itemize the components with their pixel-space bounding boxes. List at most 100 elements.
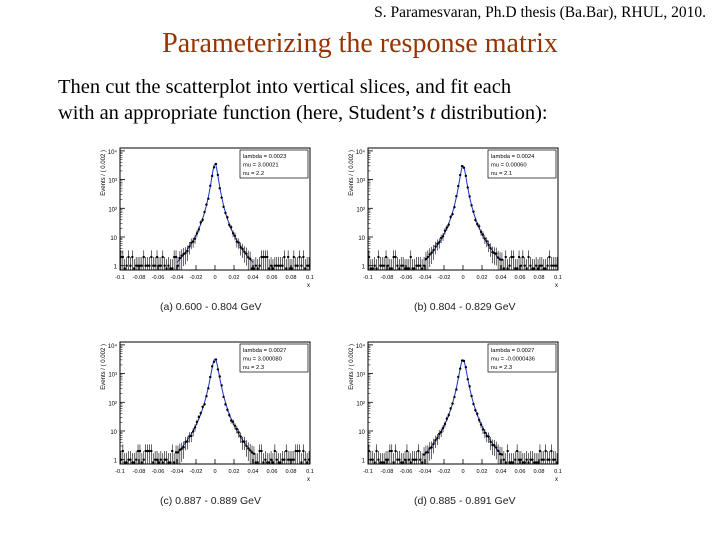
x-tick-label: -0.1 (363, 469, 373, 475)
data-point (377, 458, 380, 461)
data-point (367, 449, 371, 453)
data-point (550, 449, 553, 453)
data-point (523, 461, 526, 464)
data-point (123, 461, 126, 464)
data-point (474, 409, 477, 412)
data-point (131, 461, 134, 464)
y-tick-label: 10⁴ (108, 343, 118, 350)
data-point (197, 415, 201, 419)
data-point (544, 267, 547, 270)
data-point (248, 449, 252, 452)
data-point (464, 366, 468, 369)
data-point (288, 458, 292, 461)
plot-panel-c: 1 10 10² 10³ 10⁴ -0.1 -0.08 -0.06 -0.04 -0.02 0 0.0… (98, 336, 318, 506)
data-point (436, 437, 439, 440)
x-tick-label: 0.08 (534, 469, 545, 475)
intro-line-2b: distribution): (435, 102, 548, 124)
data-point (481, 233, 485, 236)
data-point (260, 255, 263, 259)
data-point (495, 252, 498, 255)
y-tick-label: 10 (358, 236, 365, 242)
data-point (254, 461, 258, 464)
data-point (258, 449, 261, 453)
data-point (203, 403, 206, 406)
data-point (153, 458, 157, 461)
data-point (134, 264, 138, 267)
x-tick-label: -0.06 (152, 469, 165, 475)
data-point (233, 234, 237, 237)
intro-t-symbol: t (429, 102, 436, 124)
data-point (491, 251, 494, 254)
data-point (546, 264, 549, 267)
data-point (419, 264, 422, 267)
data-point (517, 255, 521, 259)
data-point (275, 458, 278, 461)
data-point (464, 174, 468, 178)
data-point (307, 264, 311, 267)
data-point (178, 448, 182, 452)
y-tick-label: 10³ (356, 373, 365, 379)
y-axis-label: Events / ( 0.002 ) (101, 344, 107, 390)
x-tick-label: 0.02 (477, 469, 488, 475)
stats-box (239, 343, 309, 373)
data-point (470, 204, 473, 207)
data-point (390, 449, 393, 453)
plot-svg-d: 1 10 10² 10³ 10⁴ -0.1 -0.08 -0.06 -0.04 -0.02 0 0.0… (349, 341, 562, 483)
data-point (172, 255, 176, 259)
data-point (228, 223, 231, 227)
data-point (544, 449, 547, 453)
data-point (514, 458, 517, 461)
data-point (266, 461, 269, 464)
data-point (235, 427, 239, 431)
data-point (489, 440, 492, 443)
data-point (386, 264, 390, 267)
stats-line: lambda = 0.0027 (491, 348, 534, 354)
data-point (262, 255, 265, 259)
data-point (302, 255, 305, 259)
data-point (180, 254, 183, 257)
data-point (247, 256, 250, 259)
stats-line: mu = 3.000080 (243, 357, 282, 363)
data-point (382, 461, 386, 464)
data-point (476, 222, 479, 226)
y-axis-label: Events / ( 0.002 ) (101, 150, 107, 196)
plot-panel-b: 1 10 10² 10³ 10⁴ -0.1 -0.08 -0.06 -0.04 -0.02 0 0.0… (346, 142, 566, 312)
data-point (439, 236, 443, 240)
data-point (472, 402, 475, 406)
data-point (235, 240, 239, 243)
data-point (462, 166, 466, 169)
data-point (460, 359, 464, 362)
data-point (222, 205, 225, 209)
data-point (254, 264, 258, 267)
stats-line: lambda = 0.0024 (491, 154, 535, 160)
data-point (190, 241, 193, 244)
data-point (171, 267, 174, 270)
y-tick-label: 1 (362, 459, 366, 465)
data-point (403, 458, 407, 461)
data-point (237, 431, 240, 434)
data-point (243, 250, 246, 254)
data-point (411, 458, 414, 461)
data-point (195, 232, 199, 235)
data-point (458, 367, 462, 370)
data-point (229, 226, 233, 229)
data-point (519, 264, 523, 267)
data-point (231, 420, 235, 424)
x-tick-label: 0.04 (248, 469, 259, 475)
data-point (245, 444, 248, 448)
data-point (226, 408, 229, 411)
data-point (481, 428, 485, 431)
data-point (552, 264, 555, 267)
data-point (500, 258, 504, 261)
x-tick-label: -0.08 (133, 469, 146, 475)
x-tick-label: -0.04 (171, 469, 184, 475)
data-point (129, 458, 132, 461)
data-point (438, 432, 441, 436)
data-point (477, 225, 481, 228)
data-point (483, 431, 487, 434)
data-point (222, 395, 225, 399)
data-point (210, 365, 214, 368)
data-point (434, 439, 437, 442)
y-tick-label: 10 (110, 430, 117, 436)
data-point (190, 434, 193, 438)
